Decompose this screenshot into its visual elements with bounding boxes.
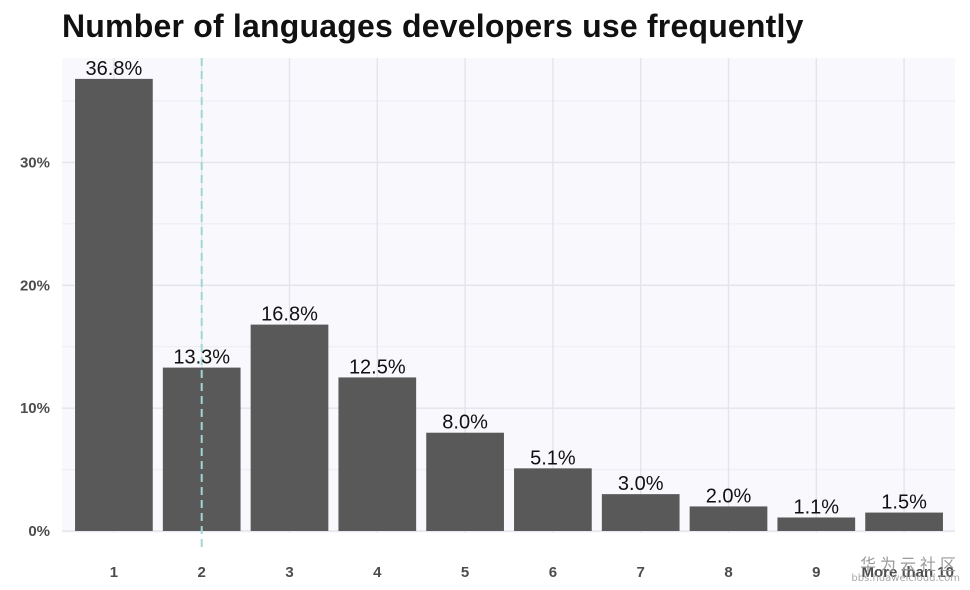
bar-3	[250, 324, 329, 531]
x-tick-label: 4	[373, 564, 382, 581]
x-tick-label: 6	[549, 564, 557, 581]
x-tick-label: 1	[110, 564, 118, 581]
x-tick-label: 8	[724, 564, 732, 581]
data-label: 12.5%	[349, 356, 406, 378]
x-tick-label: 9	[812, 564, 820, 581]
data-label: 3.0%	[618, 473, 664, 495]
data-label: 1.1%	[794, 496, 840, 518]
y-tick-label: 10%	[20, 400, 50, 417]
bar-1	[75, 78, 153, 531]
data-label: 13.3%	[173, 347, 230, 369]
x-tick-label: 5	[461, 564, 469, 581]
data-label: 16.8%	[261, 304, 318, 326]
y-tick-label: 30%	[20, 154, 50, 171]
bar-8	[689, 506, 768, 531]
x-tick-label: 7	[637, 564, 645, 581]
bar-4	[338, 377, 417, 531]
x-tick-label: More than 10	[861, 564, 954, 581]
data-label: 1.5%	[881, 492, 927, 514]
bar-10	[865, 512, 943, 531]
bar-9	[777, 517, 856, 531]
data-label: 5.1%	[530, 447, 576, 469]
data-label: 2.0%	[706, 485, 752, 507]
data-labels: 36.8% 13.3% 16.8% 12.5% 8.0% 5.1% 3.0% 2.0% 1.1%…	[86, 58, 928, 519]
bar-5	[426, 432, 504, 531]
y-tick-label: 20%	[20, 277, 50, 294]
data-label: 8.0%	[442, 412, 488, 434]
chart-title: Number of languages developers use frequ…	[62, 8, 804, 44]
x-axis-ticks: 1 2 3 4 5 6 7 8 9 More than 10	[110, 564, 954, 581]
data-label: 36.8%	[86, 58, 143, 80]
y-tick-label: 0%	[28, 523, 50, 540]
bar-6	[514, 468, 592, 531]
x-tick-label: 3	[285, 564, 293, 581]
bar-7	[601, 494, 680, 531]
y-axis-ticks: 0% 10% 20% 30%	[20, 154, 50, 540]
x-tick-label: 2	[198, 564, 206, 581]
